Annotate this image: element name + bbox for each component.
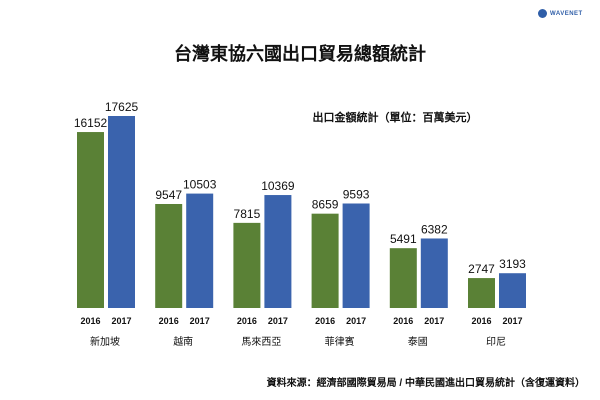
bar-2016	[311, 213, 339, 308]
bar-2017	[108, 116, 135, 308]
chart-title: 台灣東協六國出口貿易總額統計	[174, 43, 426, 64]
year-label: 2017	[268, 316, 288, 326]
data-label: 3193	[499, 257, 526, 271]
bar-2016	[389, 248, 417, 308]
data-label: 6382	[421, 222, 448, 236]
year-label: 2016	[315, 316, 335, 326]
year-label: 2016	[237, 316, 257, 326]
data-label: 10503	[183, 178, 217, 192]
year-label: 2017	[502, 316, 522, 326]
bar-2017	[420, 238, 448, 308]
data-label: 9547	[155, 188, 182, 202]
year-label: 2017	[424, 316, 444, 326]
category-label: 菲律賓	[325, 335, 355, 348]
category-label: 越南	[173, 335, 193, 348]
wavenet-logo: WAVENET	[538, 9, 583, 18]
data-label: 7815	[234, 207, 261, 221]
year-label: 2016	[393, 316, 413, 326]
bar-2016	[155, 203, 183, 308]
data-label: 10369	[261, 179, 295, 193]
bar-2017	[264, 195, 292, 308]
year-label: 2017	[190, 316, 210, 326]
bar-2017	[342, 203, 370, 308]
data-label: 17625	[105, 100, 139, 114]
year-label: 2016	[159, 316, 179, 326]
source-note: 資料來源：經濟部國際貿易局 / 中華民國進出口貿易統計（含復運資料）	[267, 376, 585, 389]
bar-2016	[233, 222, 261, 308]
year-label: 2017	[346, 316, 366, 326]
unit-label: 出口金額統計（單位：百萬美元）	[313, 110, 478, 124]
bar-2017	[186, 193, 214, 308]
bar-2017	[499, 273, 526, 308]
data-label: 2747	[468, 262, 495, 276]
category-label: 印尼	[486, 336, 506, 348]
year-label: 2016	[471, 316, 491, 326]
bar-2016	[468, 278, 495, 308]
year-label: 2017	[111, 316, 131, 326]
year-label: 2016	[80, 316, 100, 326]
data-label: 16152	[74, 116, 108, 130]
logo-text: WAVENET	[550, 10, 583, 17]
data-label: 8659	[312, 198, 339, 212]
logo-icon	[538, 9, 547, 18]
category-label: 馬來西亞	[241, 336, 281, 348]
category-label: 泰國	[408, 335, 428, 348]
bar-2016	[77, 132, 104, 308]
category-label: 新加坡	[90, 335, 120, 348]
data-label: 9593	[343, 187, 370, 201]
data-label: 5491	[390, 232, 417, 246]
